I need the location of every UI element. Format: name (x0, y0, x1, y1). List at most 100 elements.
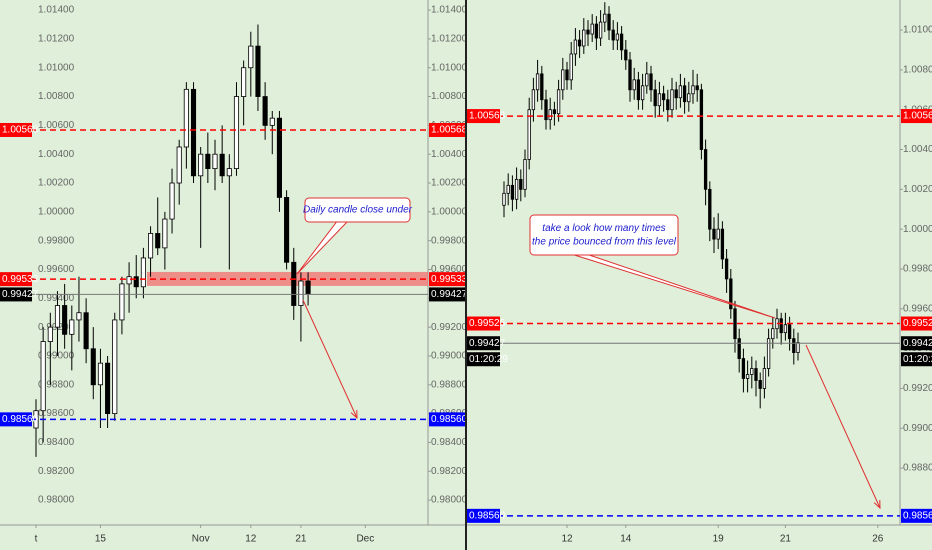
callout-box (529, 214, 679, 256)
candle-body (527, 109, 531, 160)
level-box (429, 287, 465, 302)
y-tick-label: 0.99600 (38, 264, 75, 275)
y-tick-label: 0.99200 (431, 322, 468, 333)
candle-body (611, 29, 615, 41)
candle-body (708, 188, 712, 230)
candle-body (682, 85, 687, 103)
y-tick-label: 0.98800 (903, 463, 932, 474)
level-label: 0.99427 (431, 289, 468, 300)
y-tick-label: 0.98800 (431, 379, 468, 390)
y-tick-label: 1.00600 (38, 120, 75, 131)
y-tick-label: 1.00000 (903, 224, 932, 235)
y-tick-label: 1.01400 (38, 5, 75, 16)
y-tick-label: 1.01000 (38, 62, 75, 73)
y-tick-label: 0.99800 (903, 264, 932, 275)
candle-body (269, 117, 275, 126)
candle-body (47, 326, 53, 342)
candle-body (745, 374, 750, 379)
callout-text: the price bounced from this level (532, 236, 677, 247)
candle-body (162, 218, 168, 249)
level-box (0, 287, 32, 302)
level-box (901, 336, 932, 351)
candle-body (569, 53, 573, 81)
callout-text: take a look how many times (542, 223, 665, 234)
y-tick-label: 0.98200 (38, 466, 75, 477)
level-box (467, 109, 500, 124)
x-tick-label: Dec (356, 534, 374, 545)
candle-body (219, 153, 225, 177)
candle-body (502, 192, 506, 206)
x-tick-label: 12 (561, 534, 573, 545)
candle-body (90, 348, 96, 386)
y-tick-label: 0.98600 (38, 408, 75, 419)
level-label: 0.98560 (469, 510, 506, 521)
y-tick-label: 0.99400 (38, 293, 75, 304)
y-tick-label: 1.01000 (431, 62, 468, 73)
candle-body (716, 228, 720, 240)
candle-body (255, 45, 261, 97)
candle-body (678, 85, 683, 99)
candle-body (758, 380, 762, 389)
candle-body (779, 318, 783, 334)
candle-body (649, 73, 653, 91)
level-label: 0.99533 (2, 274, 39, 285)
countdown-box (901, 352, 932, 367)
y-tick-label: 1.00800 (38, 91, 75, 102)
y-tick-label: 1.01400 (431, 5, 468, 16)
candle-body (169, 182, 175, 220)
y-tick-label: 0.99600 (903, 303, 932, 314)
candle-body (83, 312, 89, 350)
y-tick-label: 1.00400 (38, 149, 75, 160)
candle-body (603, 13, 607, 23)
candle-body (531, 89, 536, 111)
candle-body (69, 319, 75, 335)
level-label: 0.98560 (431, 414, 468, 425)
candle-body (291, 261, 297, 306)
candle-body (703, 149, 708, 190)
candle-body (787, 324, 792, 340)
candle-body (248, 45, 254, 69)
candle-body (771, 328, 775, 340)
y-tick-label: 1.01000 (903, 25, 932, 36)
x-tick-label: 15 (95, 534, 107, 545)
candle-body (54, 305, 61, 328)
candle-body (76, 312, 82, 321)
level-label: 0.98560 (903, 510, 932, 521)
candle-body (661, 93, 666, 101)
candle-body (573, 39, 578, 55)
y-tick-label: 0.98400 (431, 437, 468, 448)
callout-box (304, 197, 411, 223)
y-tick-label: 0.98200 (431, 466, 468, 477)
candle-body (62, 305, 68, 335)
candle-body (556, 89, 561, 115)
candle-body (645, 73, 649, 87)
y-tick-label: 0.99800 (431, 235, 468, 246)
candle-body (729, 278, 733, 310)
y-tick-label: 0.99000 (903, 423, 932, 434)
candle-body (594, 23, 599, 39)
countdown-label: 01:20:29 (469, 354, 508, 365)
y-tick-label: 1.01200 (38, 34, 75, 45)
level-label: 0.99427 (2, 289, 39, 300)
candle-body (741, 358, 746, 379)
candle-body (565, 69, 569, 81)
level-box (429, 412, 465, 427)
y-tick-label: 0.98000 (38, 495, 75, 506)
level-box (0, 122, 32, 137)
candle-body (205, 153, 211, 170)
level-label: 0.99427 (903, 338, 932, 349)
candle-body (552, 109, 557, 115)
level-label: 0.99533 (431, 274, 468, 285)
candle-body (561, 69, 565, 91)
level-label: 0.99427 (469, 338, 506, 349)
candle-body (523, 159, 527, 190)
candle-body (640, 85, 645, 101)
level-label: 1.00568 (903, 111, 932, 122)
y-tick-label: 1.00200 (903, 184, 932, 195)
candle-body (582, 29, 586, 47)
x-tick-label: t (35, 534, 38, 545)
candle-body (737, 338, 741, 359)
candle-body (766, 338, 771, 369)
y-tick-label: 1.00000 (431, 206, 468, 217)
